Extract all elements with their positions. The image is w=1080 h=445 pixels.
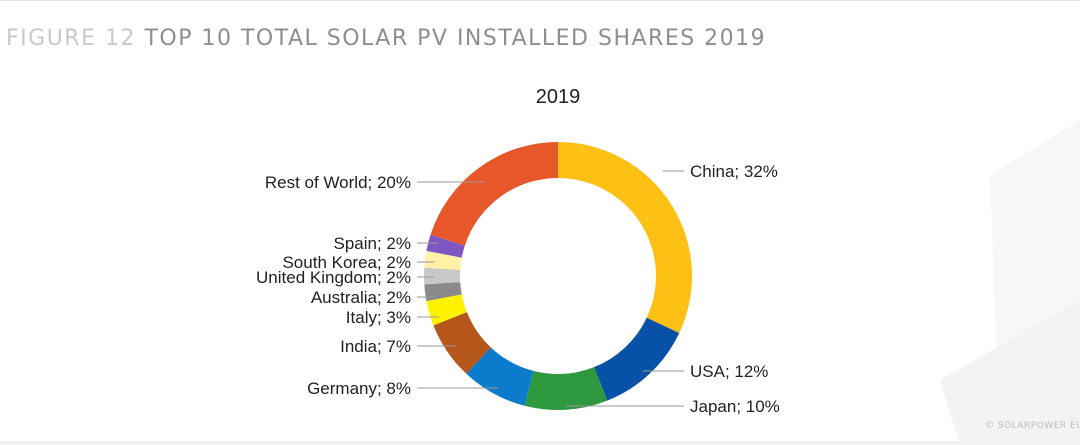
slice-label-italy: Italy; 3% <box>346 308 411 327</box>
donut-slice-united-kingdom <box>423 267 461 285</box>
bottom-band <box>0 441 1080 445</box>
slice-label-india: India; 7% <box>340 337 411 356</box>
slice-label-united-kingdom: United Kingdom; 2% <box>256 268 411 287</box>
donut-slice-india <box>433 312 491 374</box>
donut-slice-south-korea <box>424 250 462 270</box>
slice-label-spain: Spain; 2% <box>334 234 412 253</box>
slice-labels: China; 32% USA; 12% Japan; 10% Germany; 8% I… <box>256 162 780 416</box>
slice-label-japan: Japan; 10% <box>690 397 780 416</box>
slice-label-australia: Australia; 2% <box>311 288 411 307</box>
donut-slices <box>423 142 692 410</box>
figure-title-text: TOP 10 TOTAL SOLAR PV INSTALLED SHARES 2… <box>144 26 767 51</box>
slice-label-china: China; 32% <box>690 162 778 181</box>
leader-lines <box>417 170 684 407</box>
donut-slice-italy <box>426 294 467 326</box>
chart-title: 2019 <box>536 86 581 108</box>
donut-slice-germany <box>466 347 534 406</box>
slice-label-south-korea: South Korea; 2% <box>282 253 411 272</box>
donut-slice-rest-of-world <box>430 142 558 246</box>
donut-slice-usa <box>594 317 680 401</box>
slice-label-usa: USA; 12% <box>690 362 768 381</box>
donut-slice-spain <box>426 234 465 258</box>
slice-label-germany: Germany; 8% <box>307 379 411 398</box>
copyright-credit: © SOLARPOWER EURO <box>985 421 1080 431</box>
donut-slice-japan <box>524 367 608 410</box>
figure-title: FIGURE 12 TOP 10 TOTAL SOLAR PV INSTALLE… <box>6 26 766 51</box>
slice-label-rest-of-world: Rest of World; 20% <box>265 173 411 192</box>
donut-slice-australia <box>424 282 462 302</box>
figure-number: FIGURE 12 <box>6 26 136 51</box>
top-rule <box>0 0 1080 1</box>
donut-slice-china <box>558 142 692 334</box>
